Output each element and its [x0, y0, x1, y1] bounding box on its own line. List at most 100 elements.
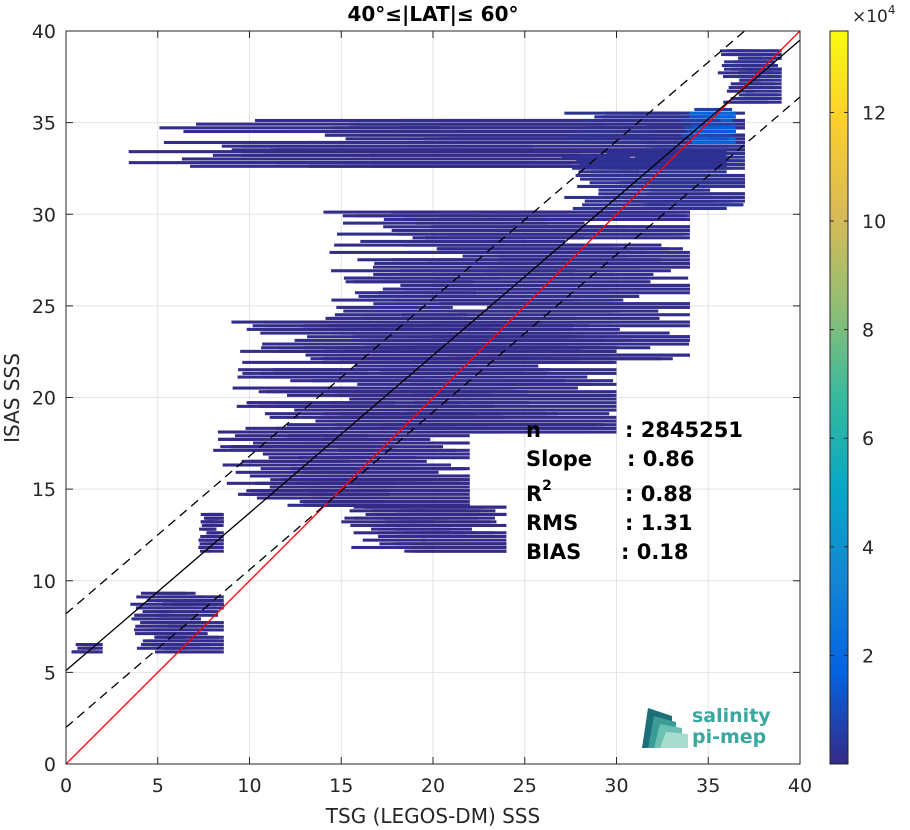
density-cell: [269, 452, 470, 456]
density-cell: [598, 192, 745, 196]
density-cell: [207, 520, 224, 524]
colorbar: 2 4 6 8 10 12 ×104: [829, 3, 896, 765]
density-cell: [260, 331, 558, 335]
density-cell: [484, 272, 654, 276]
density-cell: [488, 217, 690, 221]
density-cell: [421, 538, 507, 542]
stat-label: RMS: [526, 511, 578, 535]
density-cell: [748, 71, 782, 75]
density-cell: [494, 261, 690, 265]
density-cell: [600, 126, 711, 130]
density-cell: [487, 305, 690, 309]
density-cell: [381, 423, 597, 427]
density-cell: [621, 181, 714, 185]
density-cell: [304, 474, 443, 478]
x-axis-ticks: 0 5 10 15 20 25 30 35 40: [60, 31, 812, 797]
density-cell: [605, 111, 679, 115]
density-cell: [651, 144, 745, 148]
density-cell: [135, 632, 172, 636]
density-cell: [624, 199, 715, 203]
density-cell: [155, 650, 220, 654]
density-cell: [352, 157, 620, 161]
y-tick-label: 20: [32, 388, 56, 410]
density-cell: [314, 496, 470, 500]
density-cell: [408, 239, 526, 243]
density-cell: [724, 60, 768, 64]
density-cell: [252, 441, 375, 445]
density-cell: [635, 155, 745, 159]
density-cell: [235, 470, 364, 474]
stat-value: : 1.31: [625, 511, 693, 535]
density-cell: [740, 85, 770, 90]
density-cell: [701, 129, 736, 134]
density-cell: [134, 613, 219, 617]
density-cell: [396, 430, 589, 434]
density-cell: [598, 162, 715, 167]
density-cell: [587, 133, 745, 137]
density-cell: [262, 342, 502, 346]
y-tick-label: 40: [32, 21, 56, 43]
density-cell: [160, 610, 219, 614]
density-cell: [171, 635, 219, 639]
density-cell: [168, 624, 224, 628]
colorbar-tick-label: 8: [862, 320, 874, 342]
density-cell: [372, 265, 640, 269]
density-cell: [384, 520, 435, 524]
colorbar-tick-label: 6: [862, 428, 874, 450]
density-cell: [248, 459, 427, 463]
plot-area: 0 5 10 15 20 25 30 35 40 0 5 10 15 20 25 30 35 40: [32, 21, 812, 797]
density-cell: [499, 258, 690, 262]
density-cell: [606, 151, 745, 156]
density-cell: [315, 467, 462, 471]
x-tick-label: 5: [152, 775, 164, 797]
density-cell: [431, 225, 690, 229]
density-cell: [601, 195, 712, 199]
density-cell: [578, 170, 640, 174]
density-cell: [351, 545, 435, 549]
density-cell: [294, 408, 437, 412]
density-cell: [573, 129, 655, 134]
density-cell: [730, 96, 782, 101]
density-cell: [691, 140, 736, 145]
x-tick-label: 35: [696, 775, 720, 797]
density-cell: [272, 368, 617, 372]
y-tick-label: 35: [32, 113, 56, 135]
density-cell: [354, 364, 475, 368]
density-cell: [411, 360, 617, 364]
colorbar-tick-label: 12: [862, 102, 886, 124]
density-cell: [745, 52, 782, 57]
density-cell: [593, 173, 710, 177]
y-tick-label: 0: [44, 754, 56, 776]
density-cell: [140, 621, 195, 625]
density-cell: [379, 401, 530, 405]
density-cell: [283, 478, 470, 482]
density-cell: [335, 393, 613, 397]
colorbar-tick-label: 10: [862, 211, 886, 233]
stat-value: : 0.18: [621, 540, 689, 564]
density-cell: [738, 93, 782, 97]
stat-label: n: [526, 418, 541, 442]
salinity-pi-mep-logo: salinity pi-mep: [642, 705, 771, 748]
stat-value: : 0.86: [627, 447, 695, 471]
density-cell: [591, 177, 745, 181]
y-tick-label: 15: [32, 479, 56, 501]
density-cell: [246, 401, 395, 405]
density-cell: [337, 232, 685, 236]
density-cell: [262, 375, 429, 379]
density-cell: [361, 316, 660, 320]
density-cell: [650, 188, 711, 192]
density-cell: [208, 531, 224, 535]
density-cell: [622, 137, 688, 141]
density-cell: [210, 542, 224, 546]
density-cell: [283, 437, 431, 441]
density-cell: [342, 161, 727, 165]
y-tick-label: 25: [32, 296, 56, 318]
density-cell: [222, 463, 414, 467]
density-cell: [353, 531, 495, 535]
density-cell: [156, 599, 224, 603]
logo-text-pi-mep: pi-mep: [692, 726, 766, 748]
density-cell: [385, 276, 689, 280]
density-cell: [737, 56, 782, 60]
density-cell: [202, 523, 224, 528]
density-cell: [345, 280, 651, 284]
